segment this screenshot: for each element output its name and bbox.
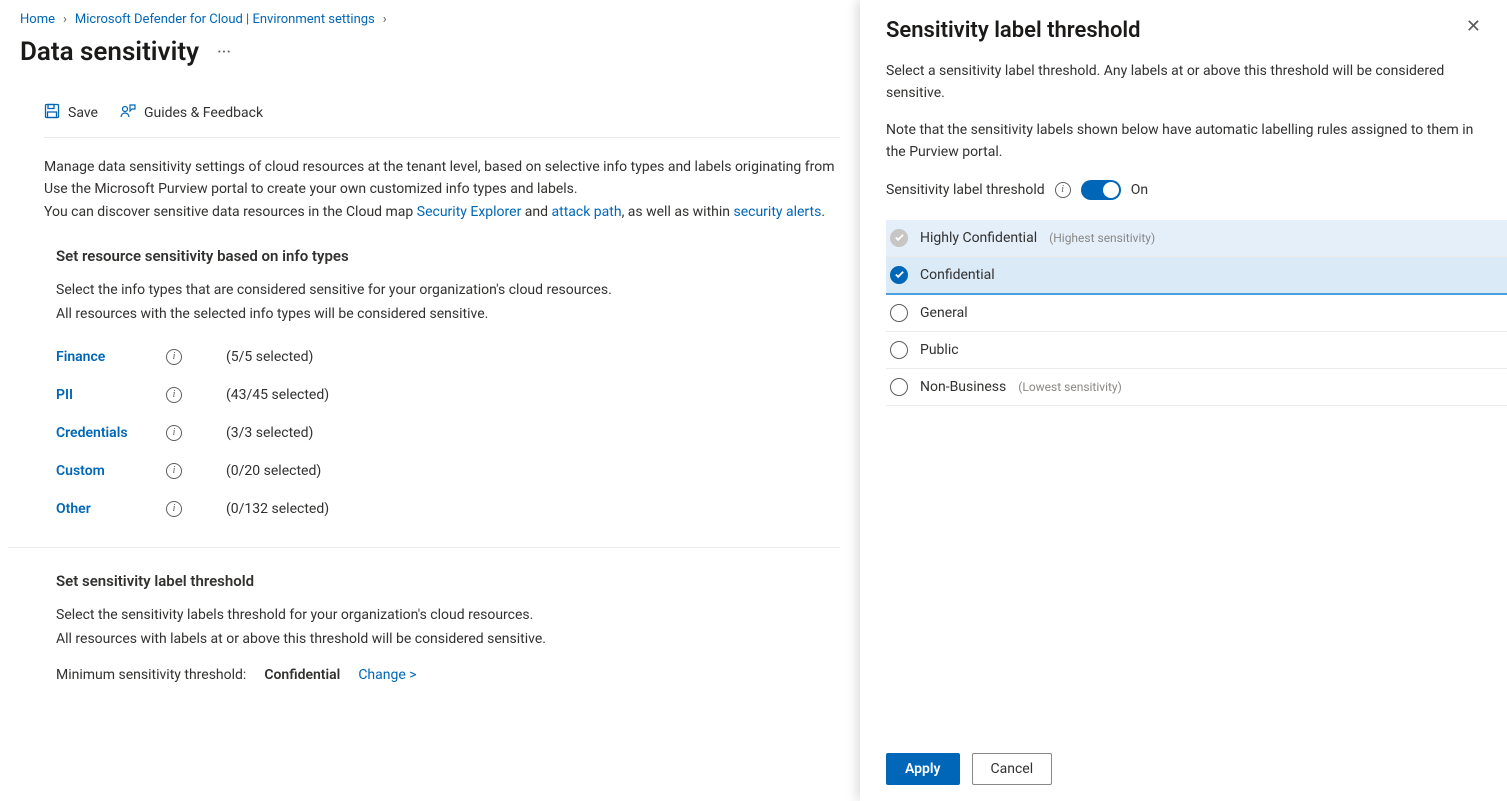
breadcrumb: Home › Microsoft Defender for Cloud | En…	[20, 12, 840, 27]
infotypes-sub1: Select the info types that are considere…	[56, 279, 840, 303]
more-menu-button[interactable]: ···	[217, 42, 231, 63]
info-type-link[interactable]: PII	[56, 387, 166, 403]
radio-icon	[890, 266, 908, 284]
chevron-right-icon: ›	[63, 12, 67, 27]
threshold-section-title: Set sensitivity label threshold	[56, 572, 840, 590]
info-type-count: (3/3 selected)	[226, 425, 313, 441]
sensitivity-label-option[interactable]: Non-Business (Lowest sensitivity)	[886, 369, 1507, 406]
radio-icon	[890, 304, 908, 322]
info-type-link[interactable]: Other	[56, 501, 166, 517]
label-name: Public	[920, 342, 959, 358]
person-feedback-icon	[120, 103, 136, 123]
divider	[8, 547, 840, 548]
intro-line: You can discover sensitive data resource…	[44, 204, 417, 220]
threshold-sub2: All resources with labels at or above th…	[56, 628, 840, 652]
toggle-state: On	[1131, 182, 1148, 198]
guides-label: Guides & Feedback	[144, 105, 263, 121]
label-hint: (Highest sensitivity)	[1049, 231, 1155, 245]
breadcrumb-defender[interactable]: Microsoft Defender for Cloud | Environme…	[75, 12, 375, 27]
label-name: Highly Confidential	[920, 230, 1037, 246]
save-label: Save	[68, 105, 98, 121]
save-icon	[44, 103, 60, 123]
info-icon[interactable]: i	[166, 463, 182, 479]
intro-text: Manage data sensitivity settings of clou…	[44, 156, 840, 223]
infotypes-sub2: All resources with the selected info typ…	[56, 303, 840, 327]
info-icon[interactable]: i	[166, 349, 182, 365]
radio-icon	[890, 229, 908, 247]
info-icon[interactable]: i	[166, 501, 182, 517]
close-icon[interactable]: ✕	[1466, 18, 1481, 36]
info-type-link[interactable]: Credentials	[56, 425, 166, 441]
page-title: Data sensitivity	[20, 37, 199, 67]
info-type-count: (5/5 selected)	[226, 349, 313, 365]
intro-line: Use the Microsoft Purview portal to crea…	[44, 178, 840, 200]
guides-feedback-button[interactable]: Guides & Feedback	[120, 103, 263, 123]
label-hint: (Lowest sensitivity)	[1018, 380, 1122, 394]
sensitivity-label-option[interactable]: Confidential	[886, 257, 1507, 295]
info-type-count: (43/45 selected)	[226, 387, 329, 403]
panel-title: Sensitivity label threshold	[886, 18, 1141, 43]
intro-line: and	[521, 204, 551, 220]
info-type-row: PIIi (43/45 selected)	[56, 387, 840, 403]
threshold-toggle[interactable]	[1081, 180, 1121, 200]
info-type-row: Customi (0/20 selected)	[56, 463, 840, 479]
threshold-sub1: Select the sensitivity labels threshold …	[56, 604, 840, 628]
panel-desc1: Select a sensitivity label threshold. An…	[886, 61, 1481, 104]
info-type-row: Otheri (0/132 selected)	[56, 501, 840, 517]
sensitivity-threshold-panel: Sensitivity label threshold ✕ Select a s…	[860, 0, 1507, 801]
info-icon[interactable]: i	[166, 425, 182, 441]
breadcrumb-home[interactable]: Home	[20, 12, 55, 27]
info-type-link[interactable]: Finance	[56, 349, 166, 365]
info-icon[interactable]: i	[166, 387, 182, 403]
change-threshold-link[interactable]: Change >	[358, 667, 416, 683]
security-alerts-link[interactable]: security alerts	[733, 204, 821, 220]
info-type-link[interactable]: Custom	[56, 463, 166, 479]
label-name: General	[920, 305, 968, 321]
attack-path-link[interactable]: attack path	[552, 204, 622, 220]
radio-icon	[890, 378, 908, 396]
current-threshold-value: Confidential	[264, 667, 340, 683]
sensitivity-label-option: Highly Confidential (Highest sensitivity)	[886, 220, 1507, 257]
label-name: Confidential	[920, 267, 995, 283]
sensitivity-label-option[interactable]: General	[886, 295, 1507, 332]
panel-desc2: Note that the sensitivity labels shown b…	[886, 120, 1481, 163]
apply-button[interactable]: Apply	[886, 753, 960, 785]
intro-line: .	[821, 204, 825, 220]
info-type-count: (0/132 selected)	[226, 501, 329, 517]
sensitivity-label-option[interactable]: Public	[886, 332, 1507, 369]
label-name: Non-Business	[920, 379, 1006, 395]
security-explorer-link[interactable]: Security Explorer	[417, 204, 522, 220]
intro-line: , as well as within	[622, 204, 734, 220]
cancel-button[interactable]: Cancel	[972, 753, 1053, 785]
info-type-row: Credentialsi (3/3 selected)	[56, 425, 840, 441]
chevron-right-icon: ›	[383, 12, 387, 27]
toggle-label: Sensitivity label threshold	[886, 182, 1045, 198]
infotypes-section-title: Set resource sensitivity based on info t…	[56, 247, 840, 265]
radio-icon	[890, 341, 908, 359]
min-threshold-label: Minimum sensitivity threshold:	[56, 667, 246, 683]
intro-line: Manage data sensitivity settings of clou…	[44, 156, 840, 178]
info-type-count: (0/20 selected)	[226, 463, 321, 479]
save-button[interactable]: Save	[44, 103, 98, 123]
info-type-row: Financei (5/5 selected)	[56, 349, 840, 365]
info-icon[interactable]: i	[1055, 182, 1071, 198]
